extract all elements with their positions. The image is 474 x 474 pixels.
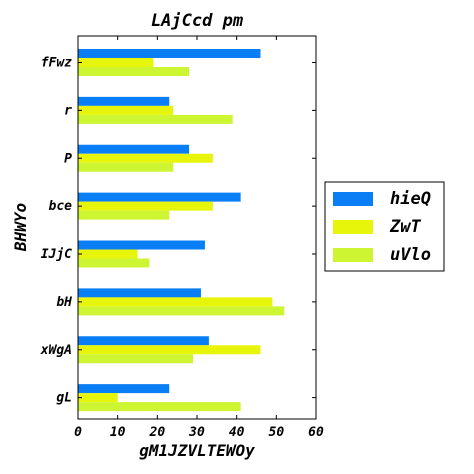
x-tick-label: 60 (308, 425, 324, 440)
legend: hieQ ZwT uVlo (324, 181, 445, 272)
bar-hieQ-bce (78, 192, 241, 202)
y-tick-label: r (64, 103, 72, 118)
x-tick-label: 0 (74, 425, 82, 440)
bar-ZwT-gL (78, 393, 118, 403)
bar-uVlo-r (78, 114, 233, 124)
y-tick-label: bce (49, 199, 73, 214)
bar-ZwT-bce (78, 201, 213, 211)
bar-uVlo-fFwz (78, 67, 190, 76)
bar-uVlo-gL (78, 402, 241, 412)
bar-uVlo-xWgA (78, 354, 194, 364)
x-tick-label: 50 (269, 425, 285, 440)
bar-hieQ-P (78, 144, 190, 154)
legend-swatch-uVlo (333, 248, 373, 262)
x-tick-label: 30 (188, 425, 205, 440)
y-tick-label: fFwz (41, 56, 72, 71)
legend-label-uVlo: uVlo (390, 245, 431, 265)
bars-layer (78, 49, 285, 412)
legend-items: hieQ ZwT uVlo (333, 189, 431, 265)
bar-uVlo-P (78, 162, 174, 172)
legend-label-ZwT: ZwT (389, 217, 421, 237)
y-tick-label: IJjC (41, 247, 72, 262)
bar-ZwT-xWgA (78, 345, 261, 355)
bar-uVlo-bH (78, 306, 285, 316)
x-tick-label: 40 (229, 425, 245, 440)
bar-ZwT-r (78, 105, 174, 115)
bar-ZwT-P (78, 153, 213, 163)
legend-swatch-ZwT (333, 220, 373, 234)
bar-hieQ-r (78, 96, 170, 106)
x-tick-label: 20 (149, 425, 166, 440)
bar-uVlo-IJjC (78, 258, 150, 268)
bar-ZwT-bH (78, 297, 273, 307)
bar-hieQ-fFwz (78, 49, 261, 58)
chart-title: LAjCcd pm (151, 11, 244, 31)
legend-swatch-hieQ (333, 192, 373, 206)
bar-uVlo-bce (78, 210, 170, 220)
bar-hieQ-bH (78, 288, 201, 298)
bar-hieQ-xWgA (78, 336, 209, 346)
x-axis-label: gM1JZVLTEWOy (139, 441, 255, 460)
y-tick-label: xWgA (40, 343, 72, 358)
bar-hieQ-IJjC (78, 240, 205, 250)
x-tick-label: 10 (110, 425, 126, 440)
bar-ZwT-IJjC (78, 249, 138, 259)
y-tick-label: bH (56, 295, 72, 310)
y-axis-label: BHWYo (11, 203, 30, 252)
y-tick-label: P (64, 151, 72, 166)
legend-label-hieQ: hieQ (390, 189, 431, 209)
bar-ZwT-fFwz (78, 58, 154, 67)
y-tick-label: gL (56, 391, 72, 406)
bar-hieQ-gL (78, 384, 170, 394)
